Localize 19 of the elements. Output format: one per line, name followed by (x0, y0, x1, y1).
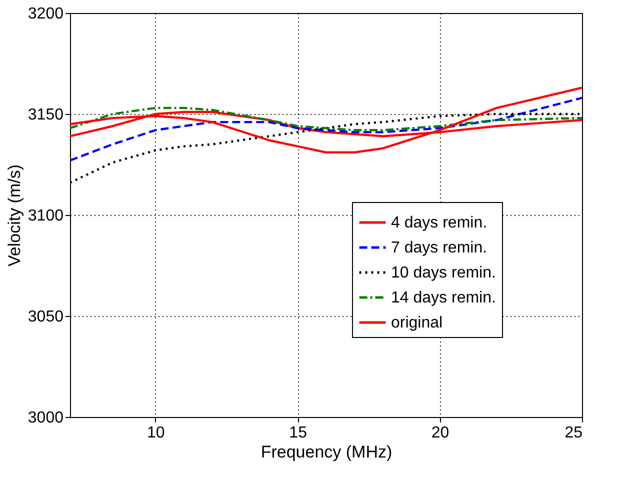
y-tick-label: 3050 (28, 308, 64, 326)
y-tick-label: 3000 (28, 410, 64, 426)
x-axis-title: Frequency (MHz) (260, 442, 392, 462)
x-tick-label: 20 (431, 424, 450, 442)
line-series (70, 86, 582, 154)
line-series (70, 106, 582, 132)
x-tick-label: 15 (289, 424, 308, 442)
legend-label: 7 days remin. (391, 240, 488, 256)
legend-label: 14 days remin. (391, 290, 496, 306)
x-tick-label: 25 (564, 424, 583, 442)
y-tick-label: 3100 (28, 208, 64, 224)
y-axis-title: Velocity (m/s) (4, 164, 24, 267)
y-tick-label: 3150 (28, 106, 64, 124)
legend-label: original (391, 314, 443, 332)
legend-label: 4 days remin. (391, 214, 488, 232)
x-tick-label: 10 (146, 424, 165, 442)
line-series (70, 96, 582, 162)
legend-label: 10 days remin. (391, 264, 496, 282)
y-tick-label: 3200 (28, 6, 64, 22)
